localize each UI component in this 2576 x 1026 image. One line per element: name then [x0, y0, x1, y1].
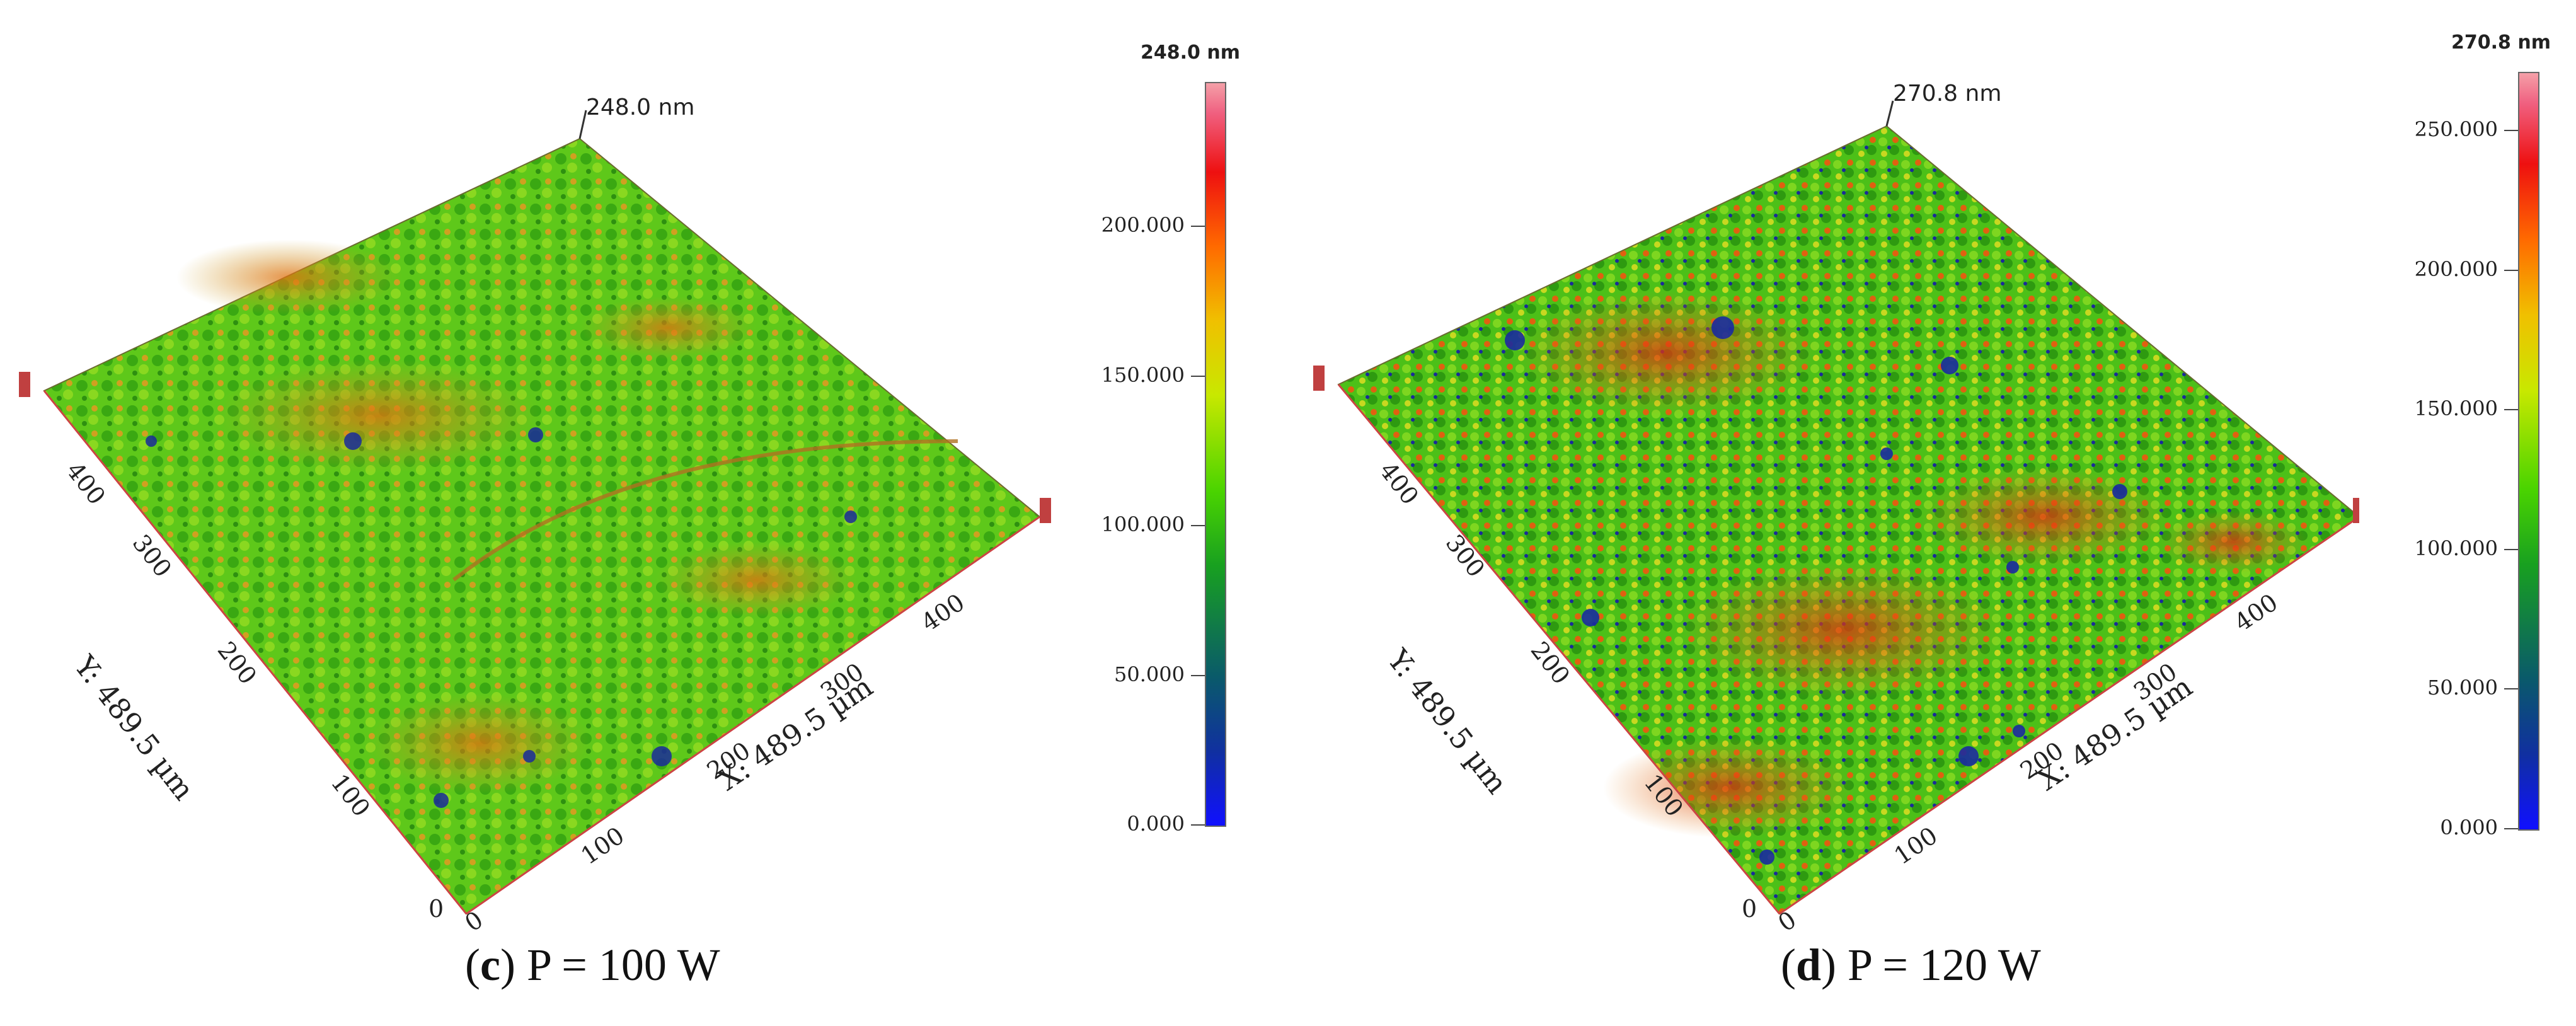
peak-height-label: 248.0 nm — [586, 95, 695, 120]
panel-d: 270.8 nm Y: 489.5 µm X: 489.5 µm 0 100 2… — [1288, 0, 2576, 1026]
caption-letter: d — [1795, 940, 1822, 990]
caption-text: P = 100 W — [526, 940, 720, 990]
surface-plot-d — [1313, 100, 2359, 915]
colorbar-tick-mark — [2504, 688, 2518, 690]
colorbar-tick-label: 200.000 — [2414, 256, 2498, 281]
caption-text: P = 120 W — [1848, 940, 2041, 990]
colorbar-tick-mark — [2504, 828, 2518, 829]
colorbar-max-label: 248.0 nm — [1141, 42, 1240, 64]
panel-c: 248.0 nm Y: 489.5 µm X: 489.5 µm 0 100 2… — [19, 42, 1240, 990]
colorbar — [2518, 72, 2539, 831]
colorbar-tick-mark — [1191, 525, 1205, 526]
colorbar-max-label: 270.8 nm — [2451, 32, 2551, 54]
colorbar-tick-mark — [2504, 409, 2518, 411]
colorbar-tick-mark — [2504, 548, 2518, 550]
surface-plot-c — [19, 110, 1051, 915]
corner-marker-icon — [1040, 498, 1051, 523]
colorbar-tick-label: 100.000 — [2414, 536, 2498, 560]
caption-letter: c — [480, 940, 500, 990]
corner-marker-icon — [2353, 498, 2359, 523]
corner-marker-icon — [1313, 366, 1325, 391]
colorbar-tick-label: 50.000 — [2427, 676, 2498, 700]
colorbar-tick-label: 150.000 — [2414, 396, 2498, 421]
y-tick-label: 0 — [1742, 895, 1757, 923]
colorbar-tick-label: 150.000 — [1101, 362, 1185, 387]
corner-marker-icon — [19, 372, 30, 397]
caption: (d) P = 120 W — [1781, 940, 2041, 990]
colorbar-tick-mark — [1191, 674, 1205, 676]
peak-height-label: 270.8 nm — [1893, 81, 2002, 107]
surface-map — [43, 137, 1041, 915]
colorbar-tick-label: 0.000 — [2440, 816, 2498, 839]
colorbar-tick-label: 100.000 — [1101, 512, 1185, 536]
colorbar-tick-mark — [1191, 375, 1205, 377]
colorbar-tick-mark — [2504, 269, 2518, 271]
colorbar-tick-mark — [1191, 226, 1205, 227]
colorbar-tick-label: 0.000 — [1127, 812, 1185, 836]
colorbar-tick-label: 200.000 — [1101, 213, 1185, 237]
colorbar-tick-mark — [1191, 824, 1205, 826]
colorbar-tick-label: 50.000 — [1114, 662, 1185, 686]
caption: (c) P = 100 W — [465, 940, 720, 990]
colorbar-tick-label: 250.000 — [2414, 117, 2498, 142]
y-tick-label: 0 — [428, 895, 444, 923]
colorbar-tick-mark — [2504, 130, 2518, 132]
colorbar — [1205, 82, 1226, 827]
